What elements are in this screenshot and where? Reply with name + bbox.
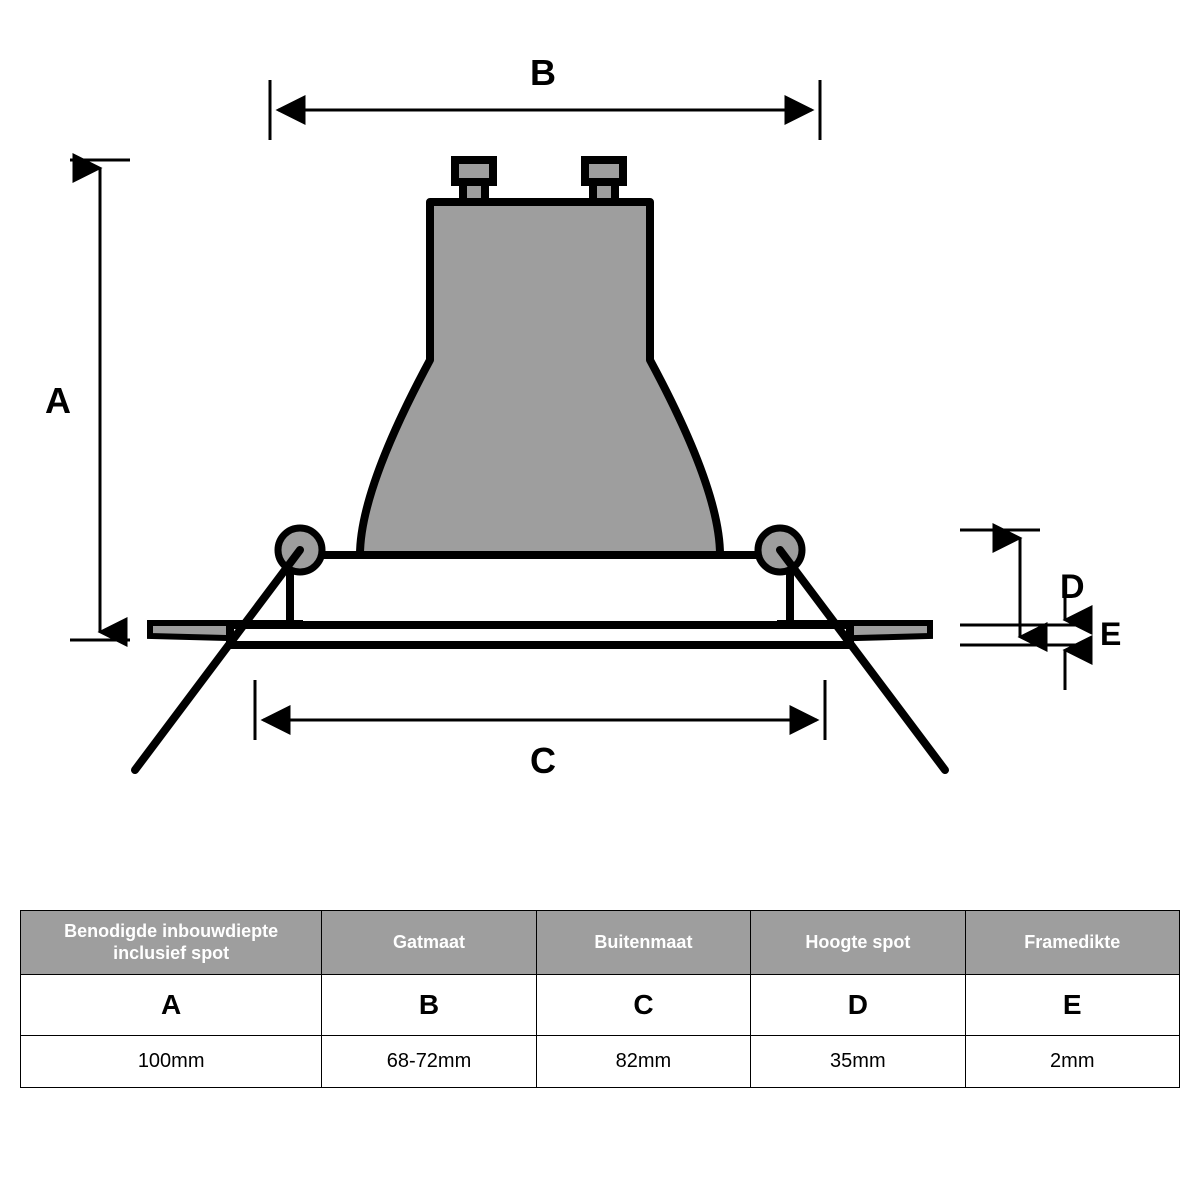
spec-letter-cell: E	[965, 975, 1179, 1036]
spec-value-cell: 2mm	[965, 1036, 1179, 1088]
spec-header-cell: Hoogte spot	[751, 911, 965, 975]
spec-value-cell: 68-72mm	[322, 1036, 536, 1088]
spec-value-row: 100mm68-72mm82mm35mm2mm	[21, 1036, 1180, 1088]
label-c: C	[530, 740, 556, 782]
technical-diagram: B A C D E	[0, 0, 1200, 900]
label-b: B	[530, 52, 556, 94]
label-d: D	[1060, 568, 1085, 607]
spec-value-cell: 35mm	[751, 1036, 965, 1088]
spec-header-cell: Framedikte	[965, 911, 1179, 975]
dimension-c	[255, 680, 825, 740]
dimension-d	[960, 530, 1040, 645]
spec-table: Benodigde inbouwdiepte inclusief spotGat…	[20, 910, 1180, 1088]
gu10-bulb	[360, 160, 720, 555]
spec-letter-cell: B	[322, 975, 536, 1036]
spec-letter-row: ABCDE	[21, 975, 1180, 1036]
spec-header-row: Benodigde inbouwdiepte inclusief spotGat…	[21, 911, 1180, 975]
spec-value-cell: 100mm	[21, 1036, 322, 1088]
diagram-svg	[0, 0, 1200, 900]
spec-header-cell: Benodigde inbouwdiepte inclusief spot	[21, 911, 322, 975]
spec-header-cell: Gatmaat	[322, 911, 536, 975]
dimension-a	[70, 160, 130, 640]
label-e: E	[1100, 616, 1121, 653]
spec-header-cell: Buitenmaat	[536, 911, 750, 975]
spec-letter-cell: D	[751, 975, 965, 1036]
spec-letter-cell: A	[21, 975, 322, 1036]
label-a: A	[45, 380, 71, 422]
spec-letter-cell: C	[536, 975, 750, 1036]
spec-value-cell: 82mm	[536, 1036, 750, 1088]
